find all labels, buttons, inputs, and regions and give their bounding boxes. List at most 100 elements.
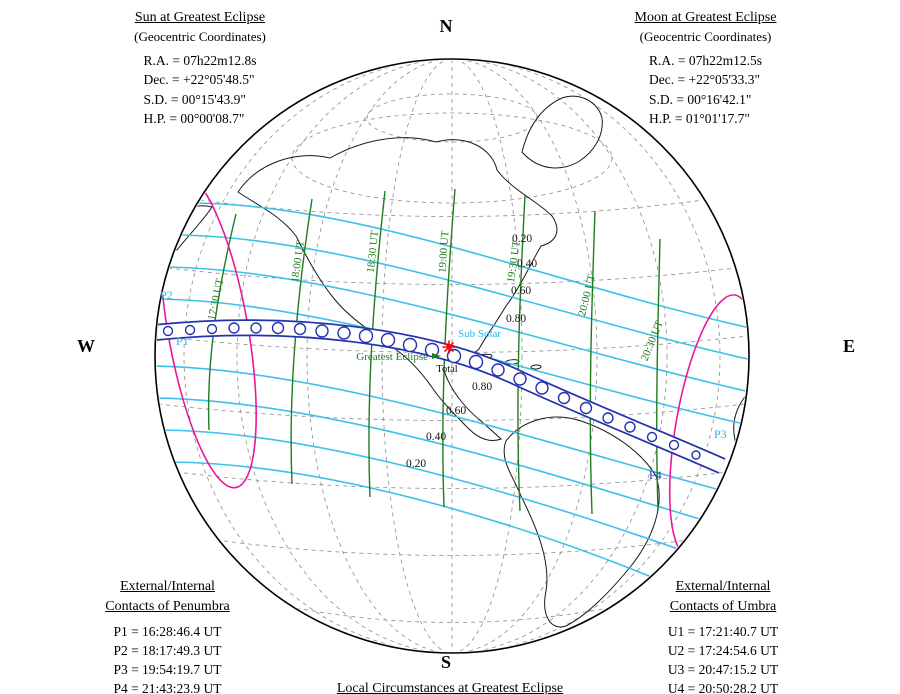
- moon-hp: H.P. = 01°01'17.7": [649, 110, 750, 126]
- contact-point-labels: P2 P1 P3 P4: [160, 288, 727, 482]
- umbra-block-title-2: Contacts of Umbra: [669, 598, 777, 614]
- penumbra-p3: P3 = 19:54:19.7 UT: [113, 662, 222, 678]
- umbra-u4: U4 = 20:50:28.2 UT: [667, 681, 779, 694]
- magnitude-labels: 0.20 0.40 0.60 0.80 0.80 0.60 0.40 0.20: [406, 233, 537, 470]
- umbra-outline: [228, 322, 240, 334]
- graticule-meridian: [183, 60, 721, 652]
- umbra-outline: [380, 332, 396, 348]
- sun-ra: R.A. = 07h22m12.8s: [143, 53, 257, 69]
- umbra-outline: [624, 421, 636, 433]
- magnitude-label: 0.60: [446, 405, 466, 417]
- umbra-outline: [579, 401, 593, 415]
- total-path-label: Total: [436, 364, 458, 375]
- umbra-outline: [535, 381, 549, 395]
- umbra-outline: [184, 324, 196, 336]
- contact-point-p3: P3: [714, 427, 727, 441]
- island-puerto-rico: [530, 364, 542, 370]
- continent-africa-coast: [733, 385, 748, 473]
- sun-block-title: Sun at Greatest Eclipse: [134, 10, 266, 25]
- continent-greenland: [521, 95, 603, 169]
- time-label: 18:30 UT: [365, 230, 381, 274]
- umbra-u3: U3 = 20:47:15.2 UT: [667, 662, 779, 678]
- umbra-outline: [557, 391, 571, 405]
- umbra-outline: [271, 321, 285, 335]
- umbra-outline: [162, 325, 174, 337]
- moon-block-lines: R.A. = 07h22m12.5s Dec. = +22°05'33.3" S…: [649, 51, 762, 128]
- umbra-outline: [668, 439, 680, 451]
- time-label: 18:00 UT: [289, 239, 307, 283]
- graticule-meridian: [306, 60, 598, 652]
- greatest-eclipse-label: Greatest Eclipse: [356, 351, 428, 363]
- time-line: [589, 210, 596, 515]
- graticule-parallel: [167, 267, 737, 285]
- umbra-outline: [293, 322, 307, 336]
- sun-block-subtitle: (Geocentric Coordinates): [134, 28, 266, 44]
- umbra-block-lines: U1 = 17:21:40.7 UT U2 = 17:24:54.6 UT U3…: [668, 622, 778, 694]
- penumbra-block-title-2: Contacts of Penumbra: [105, 598, 230, 614]
- umbra-outline: [602, 412, 614, 424]
- moon-ra: R.A. = 07h22m12.5s: [649, 53, 762, 69]
- time-label: 19:00 UT: [437, 230, 452, 273]
- umbra-outline: [206, 323, 218, 335]
- umbra-outline: [337, 326, 351, 340]
- umbra-u2: U2 = 17:24:54.6 UT: [667, 642, 779, 658]
- umbra-u1: U1 = 17:21:40.7 UT: [667, 623, 779, 639]
- penumbra-p1: P1 = 16:28:46.4 UT: [113, 623, 222, 639]
- sun-coordinates-block: Sun at Greatest Eclipse (Geocentric Coor…: [95, 8, 305, 128]
- sun-hp: H.P. = 00°00'08.7": [143, 110, 245, 126]
- magnitude-label: 0.40: [517, 258, 537, 270]
- compass-east: E: [842, 336, 855, 356]
- graticule-parallel: [291, 112, 613, 204]
- bottom-caption: Local Circumstances at Greatest Eclipse: [336, 681, 564, 694]
- magnitude-isoline: [176, 234, 748, 361]
- graticule-parallel: [295, 607, 609, 623]
- moon-coordinates-block: Moon at Greatest Eclipse (Geocentric Coo…: [598, 8, 813, 128]
- greatest-eclipse-arrow: [432, 353, 441, 359]
- graticule: [156, 60, 748, 652]
- penumbra-p4: P4 = 21:43:23.9 UT: [113, 681, 222, 694]
- magnitude-label: 0.40: [426, 431, 446, 443]
- sun-sd: S.D. = 00°15'43.9": [143, 91, 246, 107]
- umbra-outline: [402, 337, 418, 353]
- magnitude-label: 0.20: [512, 233, 532, 245]
- magnitude-isoline: [170, 461, 655, 579]
- umbra-outline: [358, 328, 374, 344]
- magnitude-isoline: [160, 429, 682, 551]
- magnitude-isoline: [193, 202, 748, 329]
- compass-west: W: [77, 336, 95, 356]
- magnitude-label: 0.20: [406, 458, 426, 470]
- sub-solar-marker-line: [444, 342, 454, 352]
- penumbra-block-title-1: External/Internal: [120, 579, 215, 594]
- magnitude-label: 0.80: [506, 313, 526, 325]
- penumbra-contacts-block: External/Internal Contacts of Penumbra P…: [70, 577, 265, 694]
- moon-block-subtitle: (Geocentric Coordinates): [639, 28, 772, 44]
- penumbra-p2: P2 = 18:17:49.3 UT: [113, 642, 222, 658]
- umbra-outline: [646, 431, 658, 443]
- umbra-path-circles: [162, 321, 701, 460]
- time-label: 19:30 UT: [505, 239, 523, 283]
- contact-point-p1: P1: [176, 334, 189, 348]
- contact-point-p2: P2: [160, 288, 173, 302]
- magnitude-isoline: [156, 397, 704, 521]
- magnitude-label: 0.60: [511, 285, 531, 297]
- umbra-outline: [513, 372, 527, 386]
- compass-south: S: [440, 652, 451, 672]
- magnitude-isoline: [156, 365, 721, 491]
- compass-north: N: [439, 16, 453, 36]
- continent-south-america: [503, 416, 660, 628]
- sub-solar-label: Sub Solar: [458, 328, 501, 340]
- graticule-parallel: [199, 199, 705, 217]
- time-line: [517, 194, 526, 512]
- graticule-parallel: [157, 403, 747, 421]
- moon-sd: S.D. = 00°16'42.1": [649, 91, 752, 107]
- time-line: [290, 198, 313, 485]
- graticule-meridian: [236, 60, 668, 652]
- umbra-contacts-block: External/Internal Contacts of Umbra U1 =…: [628, 577, 818, 694]
- umbra-outline: [315, 324, 329, 338]
- sun-dec: Dec. = +22°05'48.5": [143, 72, 255, 88]
- umbra-outline: [691, 450, 701, 460]
- contact-point-p4: P4: [649, 468, 662, 482]
- umbra-outline: [491, 363, 505, 377]
